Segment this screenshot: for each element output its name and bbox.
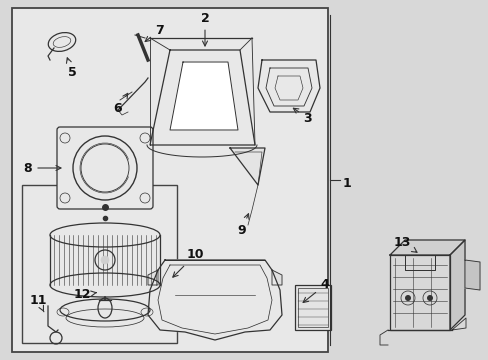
Polygon shape (464, 260, 479, 290)
FancyBboxPatch shape (22, 185, 177, 343)
Polygon shape (271, 270, 282, 285)
Text: 12: 12 (73, 288, 96, 302)
Text: 5: 5 (66, 58, 76, 78)
Polygon shape (170, 62, 238, 130)
Text: 7: 7 (145, 23, 164, 41)
Text: 10: 10 (172, 248, 203, 277)
FancyBboxPatch shape (12, 8, 327, 352)
Text: 11: 11 (29, 293, 47, 312)
Circle shape (426, 295, 432, 301)
Circle shape (101, 256, 109, 264)
Polygon shape (148, 260, 282, 340)
Text: 2: 2 (200, 12, 209, 46)
Polygon shape (150, 50, 254, 145)
Polygon shape (258, 60, 319, 112)
Polygon shape (229, 148, 264, 185)
Polygon shape (389, 240, 464, 255)
FancyBboxPatch shape (57, 127, 153, 209)
Text: 13: 13 (392, 235, 416, 252)
Text: 3: 3 (293, 108, 312, 125)
Polygon shape (148, 270, 158, 285)
Text: 6: 6 (113, 93, 127, 114)
Text: 1: 1 (342, 176, 351, 189)
Polygon shape (449, 240, 464, 330)
Circle shape (404, 295, 410, 301)
FancyBboxPatch shape (294, 285, 330, 330)
Text: 8: 8 (23, 162, 61, 175)
Polygon shape (389, 255, 449, 330)
Text: 9: 9 (237, 214, 248, 237)
Text: 4: 4 (303, 279, 329, 302)
